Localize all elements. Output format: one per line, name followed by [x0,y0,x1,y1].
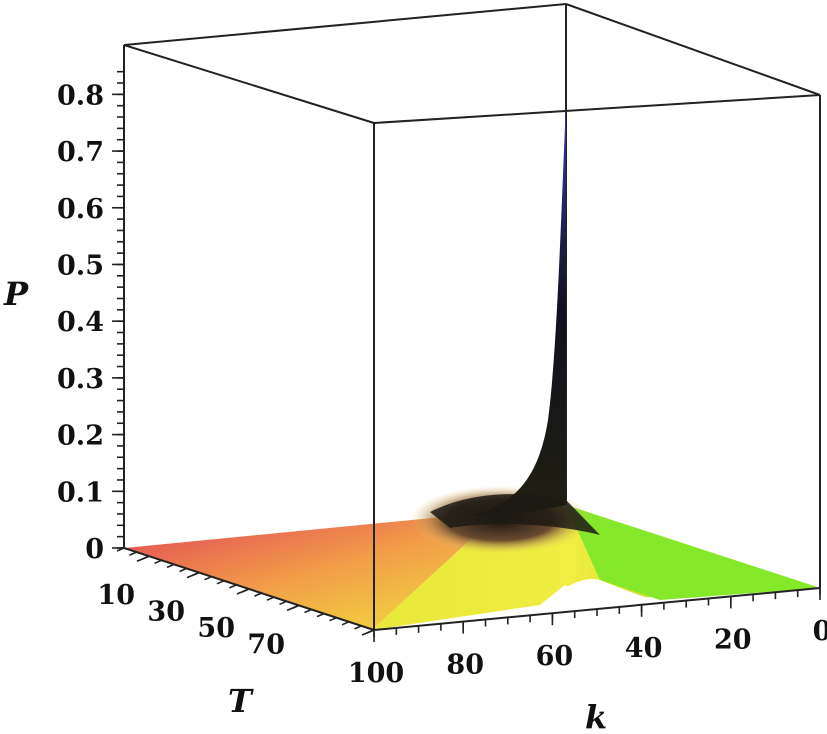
k-tick-label: 0 [813,616,827,647]
t-minor-tick [354,625,362,630]
t-minor-tick [216,580,225,585]
z-tick-label: 0.2 [57,421,104,452]
t-tick [361,629,375,636]
t-minor-tick [329,616,337,622]
k-tick-label: 40 [625,633,663,664]
t-tick-label: 70 [247,629,285,660]
t-minor-tick [166,563,175,569]
t-minor-tick [179,567,187,573]
t-tick-label: 30 [147,597,185,628]
t-minor-tick [116,547,125,552]
t-minor-tick [141,555,150,560]
t-minor-tick [291,604,300,610]
surface-dip [540,579,655,608]
surface-floor-right [566,505,820,600]
k-tick-label: 60 [536,641,574,672]
t-minor-tick [154,559,162,565]
t-minor-tick [279,600,287,606]
z-tick-label: 0 [85,534,104,565]
t-minor-tick [304,608,312,614]
k-tick-label: 80 [446,650,484,681]
t-minor-tick [241,588,250,593]
t-minor-tick [341,621,350,626]
box-front-edges [123,44,821,631]
t-minor-tick [129,551,137,556]
t-axis: 10 30 50 70 [97,547,375,660]
z-tick-label: 0.6 [57,194,104,225]
surface-ridge-dark [430,494,600,535]
surface-spike [470,100,566,517]
surface [124,100,820,630]
z-tick-label: 0.8 [57,80,104,111]
z-tick-label: 0.4 [57,307,104,338]
t-minor-tick [229,584,237,589]
k-axis-title: k [585,698,607,734]
t-tick-label: 10 [97,580,135,611]
t-axis-title: T [228,682,254,720]
z-axis-title: P [3,275,29,313]
t-tick-label: 50 [197,613,235,644]
z-tick-label: 0.3 [57,364,104,395]
k-tick-label: 20 [714,624,752,655]
z-tick-label: 0.5 [57,250,104,281]
t-minor-tick [204,575,212,581]
t-minor-tick [254,592,262,597]
t-minor-tick [266,596,275,601]
k-tick-label: 100 [348,658,404,689]
z-tick-label: 0.1 [57,477,104,508]
box-back-edges [123,3,821,548]
k-axis: 100 80 60 40 20 0 [348,588,827,689]
z-axis: 0 0.1 0.2 0.3 0.4 0.5 0.6 0.7 0.8 [57,70,124,565]
t-minor-tick [191,571,200,577]
t-minor-tick [316,612,325,618]
z-tick-label: 0.7 [57,137,104,168]
